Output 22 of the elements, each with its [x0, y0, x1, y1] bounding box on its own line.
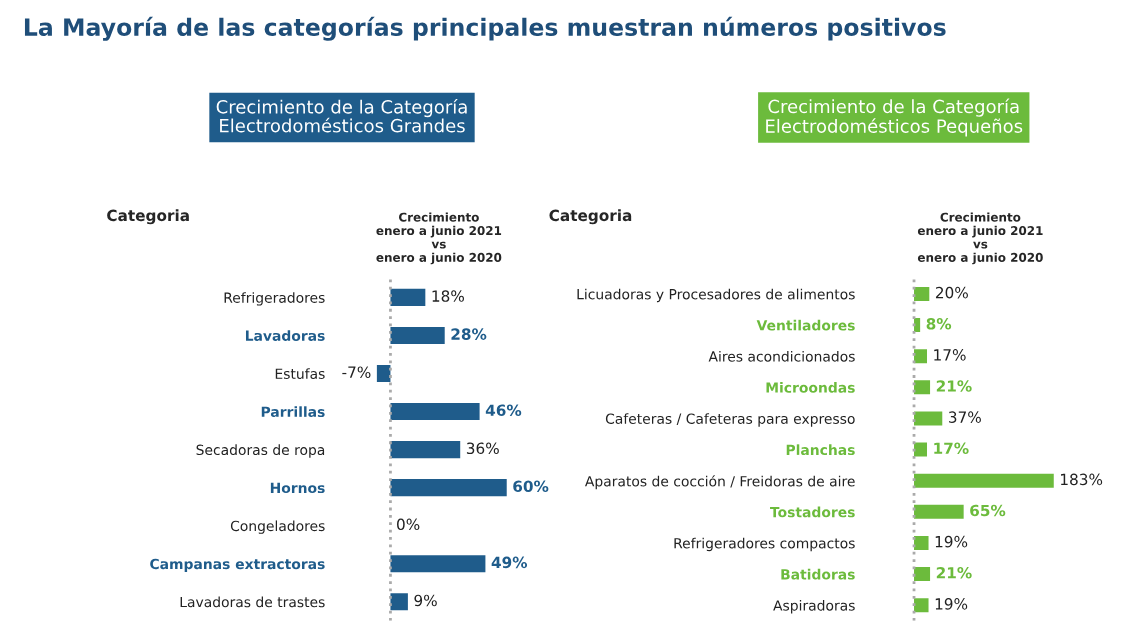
chart-title: Crecimiento de la Categoría Electrodomésticos Pequeños — [766, 98, 1023, 137]
text: La Mayoría de las categorías principales muestran números positivos — [24, 16, 946, 41]
bar — [914, 567, 931, 582]
bar — [390, 593, 408, 611]
bar — [390, 555, 486, 573]
bar — [914, 380, 931, 395]
bar — [914, 598, 929, 613]
bar — [390, 326, 445, 345]
bar — [914, 411, 943, 426]
bar — [390, 403, 480, 421]
bar — [914, 504, 964, 519]
bar — [914, 473, 1054, 488]
bar — [914, 442, 927, 457]
bar — [376, 364, 391, 383]
bar — [914, 349, 927, 364]
bar — [914, 318, 921, 333]
bar — [390, 479, 507, 497]
bar — [390, 288, 426, 306]
bar — [914, 286, 930, 301]
bar — [914, 535, 929, 550]
bar — [390, 441, 461, 459]
chart-title: Crecimiento de la Categoría Electrodomésticos Grandes — [216, 98, 467, 133]
